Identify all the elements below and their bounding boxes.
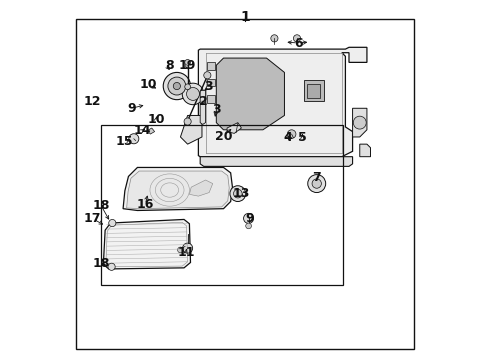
Text: 9: 9 xyxy=(127,102,136,115)
Bar xyxy=(207,78,215,86)
Circle shape xyxy=(204,72,211,79)
Circle shape xyxy=(183,243,193,253)
Bar xyxy=(304,80,324,101)
Polygon shape xyxy=(200,157,353,166)
Circle shape xyxy=(173,82,180,90)
Text: 15: 15 xyxy=(116,135,133,148)
Polygon shape xyxy=(147,128,155,134)
Text: 12: 12 xyxy=(84,95,101,108)
Circle shape xyxy=(177,247,183,253)
Text: 8: 8 xyxy=(166,59,174,72)
Circle shape xyxy=(109,220,116,226)
Circle shape xyxy=(308,175,326,193)
Bar xyxy=(207,62,215,70)
Text: 2: 2 xyxy=(198,95,207,108)
Circle shape xyxy=(182,83,204,105)
Text: 19: 19 xyxy=(178,59,196,72)
Text: 20: 20 xyxy=(215,130,232,143)
Circle shape xyxy=(129,134,139,144)
Polygon shape xyxy=(190,180,213,196)
Circle shape xyxy=(187,87,199,100)
Bar xyxy=(207,95,215,103)
Circle shape xyxy=(185,59,191,65)
Polygon shape xyxy=(227,123,242,134)
Polygon shape xyxy=(353,108,367,137)
Text: 3: 3 xyxy=(204,80,213,93)
Bar xyxy=(307,84,320,98)
Polygon shape xyxy=(126,171,229,209)
Polygon shape xyxy=(123,167,232,211)
Circle shape xyxy=(168,77,186,95)
Circle shape xyxy=(230,186,245,202)
Text: 7: 7 xyxy=(312,171,321,184)
Text: 11: 11 xyxy=(177,246,195,259)
Text: 18: 18 xyxy=(92,257,110,270)
Text: 10: 10 xyxy=(147,113,165,126)
Polygon shape xyxy=(360,144,370,157)
Text: 16: 16 xyxy=(137,198,154,211)
Polygon shape xyxy=(198,47,367,157)
Circle shape xyxy=(271,35,278,42)
Circle shape xyxy=(185,84,191,90)
Circle shape xyxy=(163,72,191,100)
Text: 17: 17 xyxy=(84,212,101,225)
Text: 4: 4 xyxy=(284,131,293,144)
Circle shape xyxy=(245,223,251,229)
Text: 10: 10 xyxy=(140,78,157,91)
Polygon shape xyxy=(103,220,191,269)
Polygon shape xyxy=(180,116,202,144)
Text: 13: 13 xyxy=(233,187,250,200)
Text: 6: 6 xyxy=(294,36,302,50)
Circle shape xyxy=(184,118,191,125)
Circle shape xyxy=(294,35,300,42)
Text: 9: 9 xyxy=(245,212,254,225)
Text: 1: 1 xyxy=(240,10,250,24)
Circle shape xyxy=(234,189,242,198)
Text: 3: 3 xyxy=(212,103,220,116)
Text: 18: 18 xyxy=(92,199,110,212)
Bar xyxy=(101,125,343,285)
Circle shape xyxy=(287,130,296,138)
Text: 14: 14 xyxy=(133,124,151,138)
Circle shape xyxy=(108,263,115,270)
Circle shape xyxy=(353,116,366,129)
Text: 5: 5 xyxy=(298,131,307,144)
Polygon shape xyxy=(216,58,285,130)
Circle shape xyxy=(244,213,254,224)
Polygon shape xyxy=(200,90,205,125)
Circle shape xyxy=(312,179,321,188)
